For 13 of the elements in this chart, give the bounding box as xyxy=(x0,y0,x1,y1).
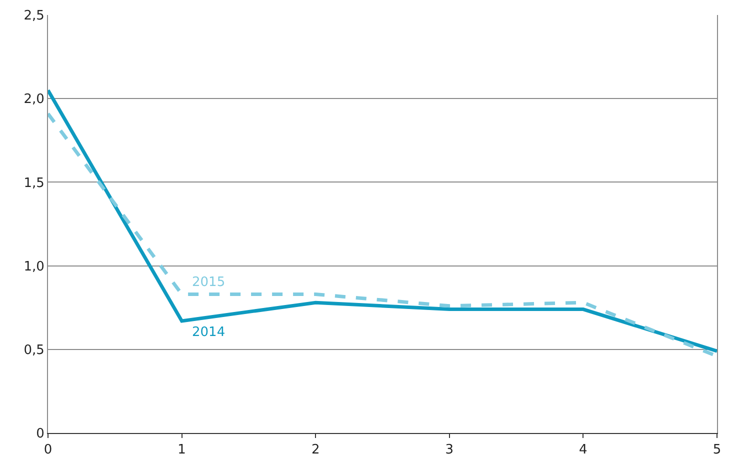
x-tick-label: 5 xyxy=(712,442,722,458)
x-tick-label: 1 xyxy=(178,442,186,458)
y-tick-label: 0,5 xyxy=(24,342,44,358)
series-label: 2014 xyxy=(192,325,226,340)
x-tick-label: 2 xyxy=(311,442,320,458)
y-tick-label: 0 xyxy=(36,426,44,442)
y-tick-label: 2,5 xyxy=(24,8,44,24)
y-tick-label: 1,5 xyxy=(24,176,44,191)
x-tick-label: 4 xyxy=(579,442,588,458)
series-label: 2015 xyxy=(192,275,226,290)
x-tick-label: 3 xyxy=(445,442,454,458)
y-tick-label: 2,0 xyxy=(24,92,44,108)
y-tick-label: 1,0 xyxy=(24,259,44,274)
